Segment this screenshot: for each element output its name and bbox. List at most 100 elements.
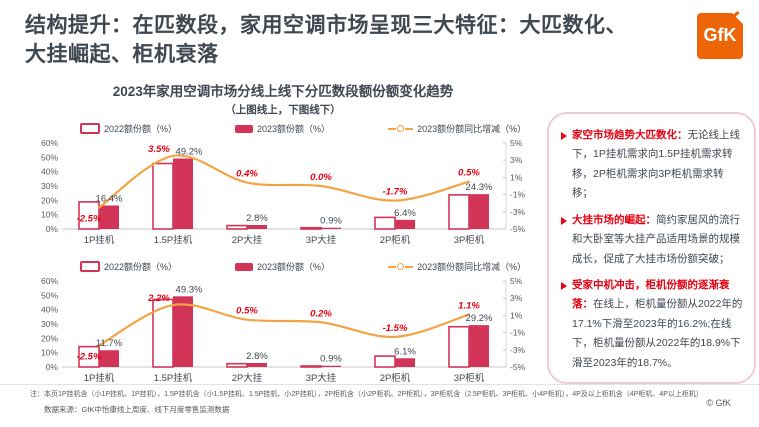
- bar-2023-2P大挂: [247, 362, 267, 367]
- change-label: -1.5%: [383, 323, 408, 334]
- left-axis-tick: 10%: [41, 348, 58, 358]
- bar-2023-2P大挂: [247, 224, 267, 229]
- right-axis-tick: -1%: [510, 328, 526, 338]
- legend-item-change: 2023额份额同比增减（%）: [388, 260, 526, 273]
- logo-text: GfK: [703, 25, 737, 45]
- bar-2022-3P大挂: [300, 365, 322, 368]
- legend-label-2022: 2022额份额（%）: [104, 262, 178, 272]
- bar-2022-2P大挂: [226, 362, 248, 368]
- arrow-bullet-icon: [561, 281, 567, 290]
- left-axis-tick: 30%: [41, 181, 58, 191]
- left-axis-tick: 60%: [41, 138, 58, 148]
- footnote: 注：本页1P挂机含（小1P挂机、1P挂机），1.5P挂机含（小1.5P挂机、1.…: [30, 391, 703, 398]
- legend-label-change: 2023额份额同比增减（%）: [417, 262, 527, 272]
- chart-online: 60% 50% 40% 30% 20% 10% 0% 5% 3% 1% -1% -3% -5% 1P挂机 1…: [41, 138, 526, 246]
- left-axis-tick: 50%: [41, 152, 58, 162]
- right-axis-tick: 5%: [510, 138, 523, 148]
- page-title-line1: 结构提升：在匹数段，家用空调市场呈现三大特征：大匹数化、: [25, 14, 627, 37]
- right-axis-tick: -5%: [510, 362, 526, 372]
- legend-label-2023: 2023额份额（%）: [257, 262, 331, 272]
- category-label: 2P大挂: [232, 372, 263, 384]
- bar-2023-3P大挂: [321, 227, 341, 229]
- legend-item-2023: 2023额份额（%）: [235, 260, 330, 273]
- legend-item-change: 2023额份额同比增减（%）: [388, 122, 526, 135]
- chart-subtitle: （上图线上，下图线下）: [225, 104, 341, 116]
- value-label-2023: 49.3%: [176, 284, 203, 295]
- bar-2023-2P柜机: [395, 358, 415, 367]
- value-label-2023: 6.1%: [394, 346, 416, 357]
- data-source: 数据来源：GfK中怡康线上周度、线下月度零售监测数据: [44, 405, 230, 414]
- bar-2022-3P大挂: [300, 226, 322, 230]
- legend-swatch-2022-icon: [80, 123, 100, 134]
- bar-2022-3P柜机: [448, 325, 470, 368]
- legend-item-2022: 2022额份额（%）: [80, 260, 177, 273]
- insight-body-3: 在线上，柜机量份额从2022年的17.1%下滑至2023年的16.2%;在线下，…: [572, 298, 743, 369]
- value-label-2023: 0.9%: [320, 354, 342, 365]
- bar-2023-1P挂机: [99, 350, 119, 367]
- insight-body-1: 无论线上线下，1P挂机需求向1.5P挂机需求转移，2P柜机需求向3P柜机需求转移…: [572, 129, 740, 200]
- bar-2023-1.5P挂机: [173, 158, 193, 229]
- bar-2023-3P柜机: [469, 325, 489, 367]
- bar-2023-3P大挂: [321, 365, 341, 367]
- bar-2022-3P柜机: [448, 194, 470, 230]
- yoy-change-line: [97, 303, 471, 347]
- legend-swatch-line-icon: [388, 263, 414, 270]
- left-axis-tick: 0%: [46, 362, 59, 372]
- left-axis-tick: 40%: [41, 305, 58, 315]
- bar-2022-2P柜机: [374, 216, 396, 230]
- right-axis-tick: 5%: [510, 276, 523, 286]
- legend-label-2022: 2022额份额（%）: [104, 124, 178, 134]
- value-label-2023: 11.7%: [96, 338, 123, 349]
- change-label: 0.5%: [236, 306, 258, 317]
- arrow-bullet-icon: [561, 132, 567, 140]
- legend-swatch-line-icon: [388, 125, 414, 132]
- right-axis-tick: -3%: [510, 345, 526, 355]
- value-label-2023: 6.4%: [394, 208, 416, 219]
- category-label: 1.5P挂机: [154, 372, 193, 384]
- value-label-2023: 49.2%: [176, 146, 203, 157]
- chart-block-offline: 2022额份额（%） 2023额份额（%） 2023额份额同比增减（%） 60%…: [28, 260, 538, 393]
- bar-2022-2P大挂: [226, 224, 248, 230]
- change-label: 2.2%: [147, 293, 170, 304]
- insight-bullet-1: 家空市场趋势大匹数化：无论线上线下，1P挂机需求向1.5P挂机需求转移，2P柜机…: [561, 126, 744, 204]
- chart-title: 2023年家用空调市场分线上线下分匹数段额份额变化趋势: [112, 84, 454, 99]
- left-axis-tick: 30%: [41, 319, 58, 329]
- legend-label-2023: 2023额份额（%）: [257, 124, 331, 134]
- change-label: 1.1%: [458, 301, 480, 312]
- category-label: 3P大挂: [306, 372, 337, 384]
- change-label: -2.5%: [77, 214, 102, 225]
- change-label: -2.5%: [77, 352, 102, 363]
- category-label: 2P大挂: [232, 234, 263, 246]
- value-label-2023: 24.3%: [466, 182, 493, 193]
- change-label: 0.0%: [310, 172, 332, 183]
- left-axis-tick: 20%: [41, 333, 58, 343]
- insight-body-2: 简约家居风的流行和大卧室等大挂产品适用场景的规模成长，促成了大挂市场份额突破；: [572, 213, 740, 265]
- left-axis-tick: 0%: [46, 224, 59, 234]
- bar-2023-3P柜机: [469, 194, 489, 229]
- category-label: 2P柜机: [380, 234, 411, 246]
- value-label-2023: 2.8%: [246, 351, 268, 362]
- category-label: 3P柜机: [454, 372, 485, 384]
- legend-item-2022: 2022额份额（%）: [80, 122, 177, 135]
- insight-bullet-2: 大挂市场的崛起：简约家居风的流行和大卧室等大挂产品适用场景的规模成长，促成了大挂…: [561, 211, 744, 269]
- legend-label-change: 2023额份额同比增减（%）: [417, 124, 527, 134]
- category-label: 1P挂机: [84, 372, 115, 384]
- left-axis-tick: 60%: [41, 276, 58, 286]
- arrow-bullet-icon: [561, 216, 567, 225]
- gfk-logo: GfK: [697, 10, 744, 59]
- right-axis-tick: 1%: [510, 310, 523, 320]
- left-axis-tick: 50%: [41, 290, 58, 300]
- left-axis-tick: 20%: [41, 195, 58, 205]
- right-axis-tick: -1%: [510, 190, 526, 200]
- bar-2023-1.5P挂机: [173, 296, 193, 367]
- change-label: 3.5%: [148, 144, 170, 155]
- legend-online: 2022额份额（%） 2023额份额（%） 2023额份额同比增减（%）: [80, 122, 538, 135]
- legend-offline: 2022额份额（%） 2023额份额（%） 2023额份额同比增减（%）: [80, 260, 538, 273]
- right-axis-tick: 1%: [510, 172, 523, 182]
- change-label: 0.2%: [310, 308, 332, 319]
- value-label-2023: 0.9%: [320, 216, 342, 227]
- right-axis-tick: 3%: [510, 155, 523, 165]
- left-axis-tick: 40%: [41, 167, 58, 177]
- value-label-2023: 16.4%: [96, 193, 123, 204]
